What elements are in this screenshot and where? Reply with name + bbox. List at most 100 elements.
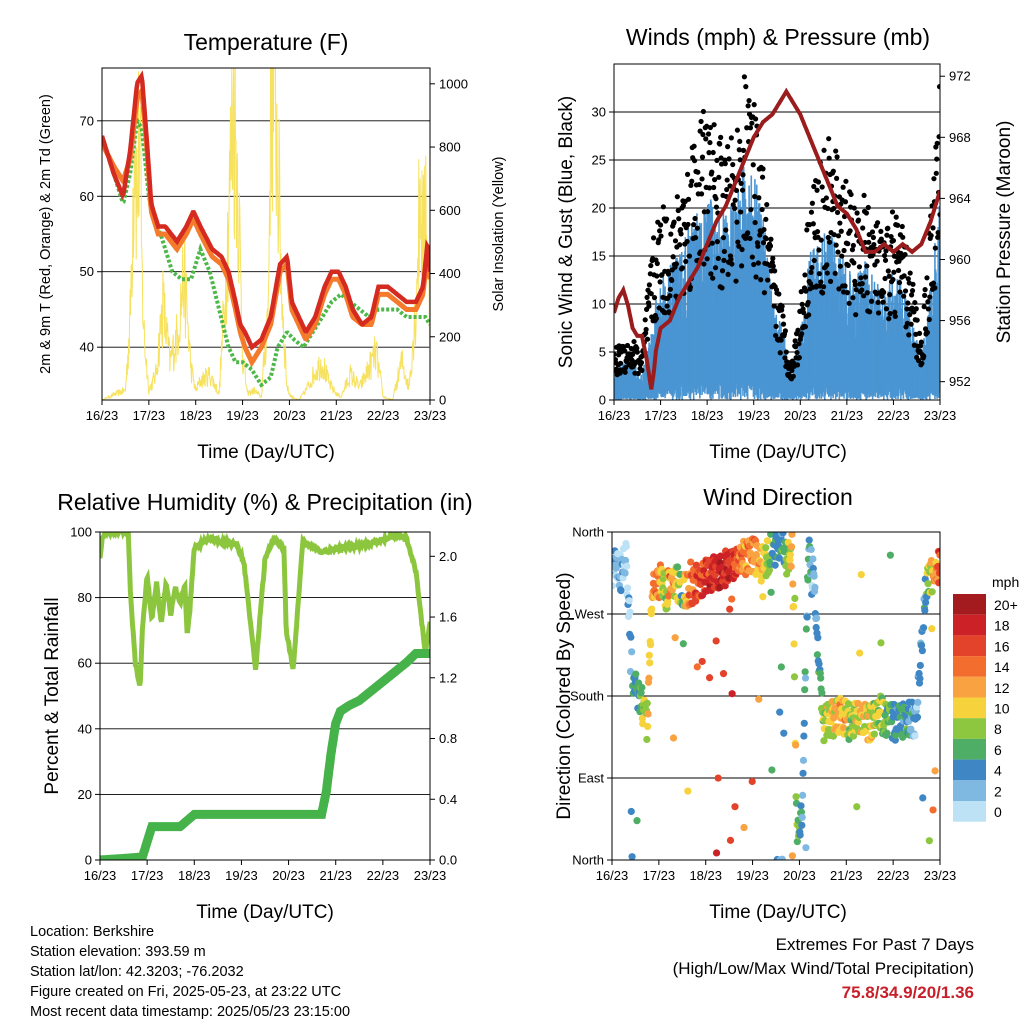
direction-point bbox=[793, 838, 801, 846]
direction-point bbox=[646, 659, 654, 667]
extremes-title: Extremes For Past 7 Days bbox=[775, 935, 974, 954]
y-tick-label: 20 bbox=[78, 787, 92, 802]
gust-point bbox=[895, 222, 901, 228]
temperature-title: Temperature (F) bbox=[184, 29, 349, 55]
gust-point bbox=[803, 288, 809, 294]
y-tick-label: 60 bbox=[80, 189, 94, 204]
direction-point bbox=[786, 551, 794, 559]
direction-point bbox=[801, 674, 810, 682]
direction-point bbox=[913, 713, 922, 721]
y-tick-label: East bbox=[578, 771, 604, 786]
gust-point bbox=[890, 276, 896, 283]
direction-point bbox=[712, 637, 720, 645]
elevation-text: Station elevation: 393.59 m bbox=[30, 944, 206, 960]
direction-point bbox=[621, 569, 629, 577]
direction-point bbox=[814, 634, 822, 642]
gust-point bbox=[642, 317, 648, 323]
y-tick-label: North bbox=[572, 525, 604, 540]
gust-point bbox=[686, 253, 693, 259]
gust-point bbox=[810, 221, 816, 227]
gust-point bbox=[792, 338, 798, 344]
gust-point bbox=[806, 312, 812, 318]
gust-point bbox=[918, 339, 924, 345]
x-tick-label: 21/23 bbox=[319, 868, 352, 883]
direction-point bbox=[759, 593, 767, 601]
gust-point bbox=[753, 274, 759, 280]
gust-point bbox=[935, 234, 940, 240]
gust-point bbox=[924, 275, 930, 281]
gust-point bbox=[617, 360, 624, 366]
gust-point bbox=[732, 197, 738, 203]
gust-point bbox=[740, 172, 746, 178]
direction-point bbox=[644, 710, 652, 718]
gust-point bbox=[716, 174, 722, 180]
gust-point bbox=[664, 303, 670, 309]
gust-point bbox=[795, 327, 801, 333]
humidity-chart: Relative Humidity (%) & Precipitation (i… bbox=[42, 489, 473, 923]
gust-point bbox=[856, 264, 863, 270]
gust-point bbox=[841, 247, 847, 254]
gust-point bbox=[763, 236, 769, 242]
direction-point bbox=[791, 594, 799, 603]
created-text: Figure created on Fri, 2025-05-23, at 23… bbox=[30, 984, 342, 1000]
gust-point bbox=[834, 209, 841, 216]
direction-point bbox=[632, 670, 640, 678]
y-right-tick-label: 400 bbox=[439, 266, 461, 281]
gust-point bbox=[692, 215, 698, 222]
gust-point bbox=[936, 134, 940, 140]
gust-point bbox=[782, 355, 788, 361]
gust-point bbox=[845, 241, 851, 247]
gust-point bbox=[696, 181, 702, 188]
direction-point bbox=[922, 598, 930, 607]
direction-point bbox=[809, 555, 817, 563]
gust-point bbox=[658, 233, 664, 239]
precip-series bbox=[100, 649, 430, 860]
temp9m-series bbox=[102, 70, 430, 351]
gust-point bbox=[698, 191, 705, 197]
y-tick-label: South bbox=[570, 689, 604, 704]
direction-chart: Wind DirectionNorthEastSouthWestNorth16/… bbox=[554, 484, 956, 923]
gust-point bbox=[648, 291, 654, 297]
gust-point bbox=[807, 280, 814, 287]
gust-point bbox=[843, 178, 849, 184]
gust-point bbox=[689, 178, 695, 184]
direction-point bbox=[911, 732, 919, 740]
gust-point bbox=[759, 174, 766, 180]
x-tick-label: 20/23 bbox=[272, 868, 305, 883]
gust-point bbox=[750, 162, 756, 168]
temperature-frame bbox=[101, 67, 431, 401]
gust-point bbox=[890, 237, 897, 244]
direction-point bbox=[829, 732, 838, 740]
gust-point bbox=[752, 193, 758, 200]
direction-point bbox=[892, 731, 900, 739]
direction-point bbox=[643, 699, 651, 707]
gust-point bbox=[805, 299, 811, 306]
gust-point bbox=[858, 275, 864, 281]
direction-point bbox=[800, 732, 808, 740]
gust-point bbox=[808, 269, 814, 275]
gust-point bbox=[747, 235, 753, 242]
gust-point bbox=[722, 161, 728, 167]
direction-point bbox=[812, 623, 820, 632]
direction-point bbox=[644, 722, 652, 731]
gust-point bbox=[902, 251, 908, 258]
x-tick-label: 23/23 bbox=[924, 408, 957, 423]
y-tick-label: 60 bbox=[78, 656, 92, 671]
gust-point bbox=[629, 357, 635, 363]
x-tick-label: 18/23 bbox=[178, 868, 211, 883]
gust-point bbox=[794, 362, 801, 368]
gust-point bbox=[796, 354, 802, 361]
gust-point bbox=[763, 216, 769, 222]
gust-point bbox=[783, 349, 789, 355]
x-tick-label: 22/23 bbox=[367, 408, 400, 423]
direction-point bbox=[705, 674, 714, 682]
y-right-tick-label: 964 bbox=[949, 191, 971, 206]
gust-point bbox=[916, 330, 923, 336]
gust-point bbox=[909, 288, 916, 294]
gust-point bbox=[837, 263, 843, 269]
gust-point bbox=[741, 74, 748, 80]
gust-point bbox=[719, 268, 726, 274]
gust-point bbox=[832, 270, 838, 276]
direction-point bbox=[728, 595, 736, 603]
